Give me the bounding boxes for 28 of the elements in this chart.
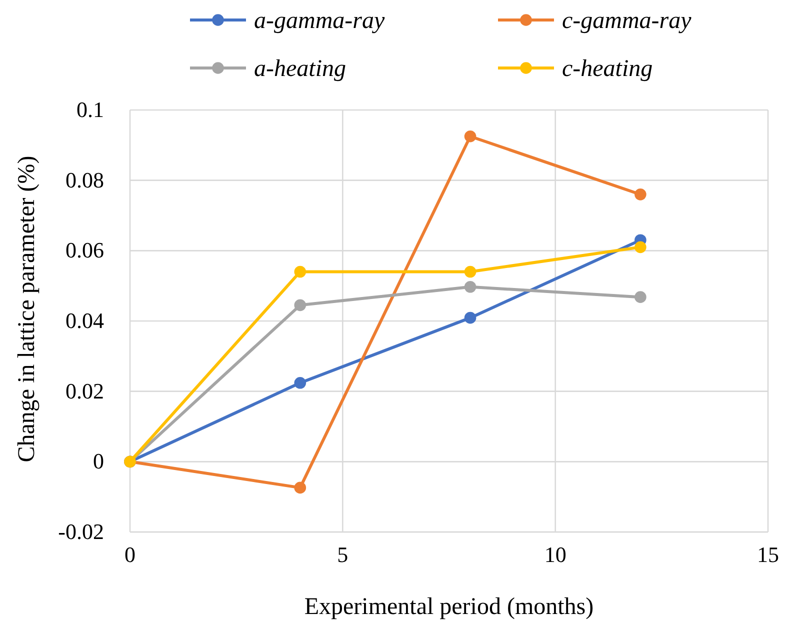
- legend-label: c-heating: [562, 56, 653, 82]
- x-tick-label: 10: [544, 542, 566, 567]
- point: [294, 266, 306, 278]
- point: [464, 266, 476, 278]
- y-tick-label: 0.08: [66, 167, 104, 192]
- point: [634, 241, 646, 254]
- legend-label: c-gamma-ray: [562, 8, 692, 34]
- y-tick-label: 0.06: [66, 238, 104, 263]
- legend-label: a-gamma-ray: [254, 8, 385, 34]
- x-axis-title: Experimental period (months): [304, 594, 594, 620]
- point: [294, 299, 306, 312]
- y-tick-label: 0.04: [66, 308, 104, 333]
- y-tick-label: 0.1: [76, 97, 104, 122]
- point: [464, 130, 476, 142]
- legend-label: a-heating: [254, 56, 346, 82]
- y-tick-label: -0.02: [58, 519, 104, 544]
- point: [464, 280, 476, 293]
- y-axis-title: Change in lattice parameter (%): [14, 156, 40, 462]
- point: [634, 188, 646, 200]
- point: [294, 376, 306, 389]
- x-tick-label: 0: [124, 542, 136, 567]
- point: [464, 312, 476, 324]
- x-tick-label: 15: [757, 542, 779, 567]
- x-tick-label: 5: [337, 542, 348, 567]
- point: [634, 291, 646, 303]
- point: [294, 482, 306, 494]
- y-tick-label: 0.02: [66, 378, 104, 404]
- y-tick-label: 0: [93, 448, 104, 474]
